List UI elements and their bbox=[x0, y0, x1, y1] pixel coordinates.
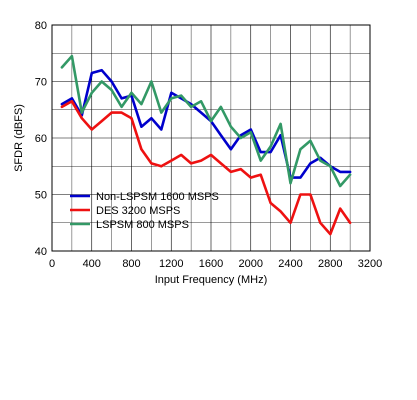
legend-label: LSPSM 800 MSPS bbox=[96, 219, 189, 231]
y-tick-label: 70 bbox=[35, 77, 47, 89]
y-tick-label: 80 bbox=[35, 20, 47, 32]
x-tick-label: 0 bbox=[49, 258, 55, 270]
series-layer bbox=[60, 54, 352, 236]
x-tick-label: 1600 bbox=[199, 258, 223, 270]
x-tick-label: 400 bbox=[83, 258, 101, 270]
legend-label: DES 3200 MSPS bbox=[96, 205, 180, 217]
x-tick-label: 2800 bbox=[318, 258, 342, 270]
x-tick-label: 800 bbox=[122, 258, 140, 270]
x-tick-label: 2000 bbox=[239, 258, 263, 270]
y-tick-label: 50 bbox=[35, 190, 47, 202]
x-axis-label: Input Frequency (MHz) bbox=[155, 274, 267, 286]
y-tick-label: 60 bbox=[35, 133, 47, 145]
series-line-0 bbox=[60, 68, 352, 179]
y-axis-label: SFDR (dBFS) bbox=[13, 104, 25, 172]
plot-frame bbox=[51, 24, 371, 252]
legend-label: Non-LSPSM 1600 MSPS bbox=[96, 191, 219, 203]
axis-ticks: 0 400 800 1200 1600 2000 2400 2800 3200 40 50 60 70 8… bbox=[35, 20, 382, 270]
series-line-2 bbox=[60, 54, 352, 188]
x-tick-label: 3200 bbox=[358, 258, 382, 270]
legend: Non-LSPSM 1600 MSPS DES 3200 MSPS LSPSM 80… bbox=[70, 191, 219, 231]
series-line-1 bbox=[60, 100, 352, 236]
grid bbox=[51, 24, 371, 252]
x-tick-label: 2400 bbox=[278, 258, 302, 270]
x-tick-label: 1200 bbox=[159, 258, 183, 270]
y-tick-label: 40 bbox=[35, 246, 47, 258]
